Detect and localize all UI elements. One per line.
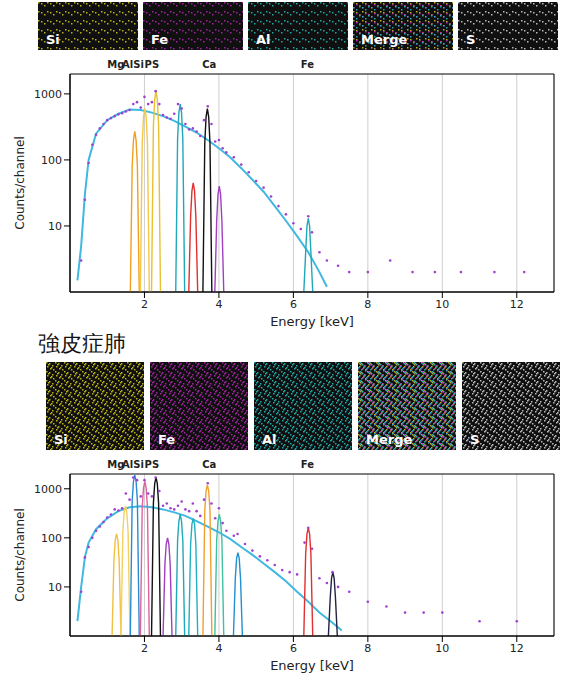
svg-text:10: 10: [435, 642, 449, 655]
svg-text:P: P: [144, 459, 151, 470]
svg-text:Fe: Fe: [301, 59, 314, 70]
html-text:S: S: [466, 32, 476, 47]
svg-text:Mg: Mg: [107, 459, 125, 470]
svg-text:Energy [keV]: Energy [keV]: [270, 658, 354, 673]
svg-text:1000: 1000: [34, 483, 62, 496]
svg-text:6: 6: [290, 298, 297, 311]
html-text:S: S: [470, 432, 480, 447]
html-text:Fe: Fe: [158, 432, 176, 447]
svg-text:4: 4: [215, 298, 222, 311]
html-text:Al: Al: [256, 32, 271, 47]
svg-text:Ca: Ca: [202, 459, 216, 470]
svg-text:S: S: [152, 59, 159, 70]
svg-text:Counts/channel: Counts/channel: [13, 136, 27, 229]
svg-text:S: S: [152, 459, 159, 470]
svg-text:8: 8: [364, 298, 371, 311]
svg-text:Energy [keV]: Energy [keV]: [270, 314, 354, 329]
svg-text:100: 100: [41, 154, 62, 167]
svg-text:2: 2: [141, 298, 148, 311]
svg-text:P: P: [144, 59, 151, 70]
html-text:Fe: Fe: [151, 32, 169, 47]
svg-text:Si: Si: [133, 459, 144, 470]
svg-text:Al: Al: [122, 459, 133, 470]
svg-text:2: 2: [141, 642, 148, 655]
html-text:Si: Si: [54, 432, 68, 447]
svg-text:Mg: Mg: [107, 59, 125, 70]
svg-text:Si: Si: [133, 59, 144, 70]
svg-text:Ca: Ca: [202, 59, 216, 70]
svg-text:10: 10: [48, 220, 62, 233]
svg-text:1000: 1000: [34, 88, 62, 101]
svg-text:4: 4: [215, 642, 222, 655]
svg-text:12: 12: [510, 298, 524, 311]
svg-text:Fe: Fe: [301, 459, 314, 470]
svg-text:8: 8: [364, 642, 371, 655]
html-text:強皮症肺: 強皮症肺: [38, 331, 126, 356]
svg-text:10: 10: [48, 581, 62, 594]
svg-text:100: 100: [41, 532, 62, 545]
html-text:Al: Al: [262, 432, 277, 447]
svg-text:6: 6: [290, 642, 297, 655]
svg-text:12: 12: [510, 642, 524, 655]
svg-text:10: 10: [435, 298, 449, 311]
svg-text:Al: Al: [122, 59, 133, 70]
html-text:Merge: Merge: [361, 32, 408, 47]
svg-text:Counts/channel: Counts/channel: [13, 508, 27, 601]
html-text:Merge: Merge: [366, 432, 413, 447]
html-text:Si: Si: [46, 32, 60, 47]
